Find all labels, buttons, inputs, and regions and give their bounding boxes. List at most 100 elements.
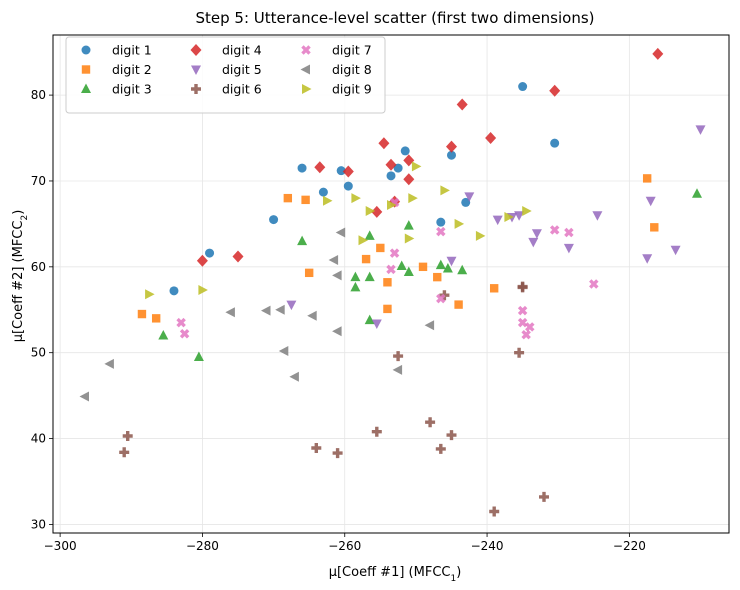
data-point xyxy=(261,305,271,316)
data-point xyxy=(361,254,371,264)
legend-item: digit 8 xyxy=(300,62,372,77)
data-point xyxy=(386,264,396,275)
data-point xyxy=(343,181,353,191)
x-tick-label: −240 xyxy=(471,539,504,553)
series-digit-5 xyxy=(286,125,706,329)
data-point xyxy=(403,266,414,276)
data-point xyxy=(642,254,653,264)
data-point xyxy=(485,132,497,144)
x-tick-label: −300 xyxy=(44,539,77,553)
data-point xyxy=(179,329,190,339)
data-point xyxy=(531,229,542,239)
series-digit-6 xyxy=(119,281,549,517)
data-point xyxy=(389,248,400,258)
data-point xyxy=(645,196,656,207)
data-point xyxy=(504,212,514,222)
series-digit-4 xyxy=(196,47,664,267)
series-digit-3 xyxy=(158,188,702,361)
data-point xyxy=(517,317,528,328)
data-point xyxy=(364,314,375,325)
legend-item: digit 2 xyxy=(81,62,152,77)
series-digit-8 xyxy=(79,227,435,402)
legend-marker xyxy=(302,84,312,94)
legend-marker xyxy=(81,65,91,74)
data-point xyxy=(528,237,539,248)
y-tick-label: 40 xyxy=(31,432,46,446)
y-axis-label: μ[Coeff #2] (MFCC2) xyxy=(11,210,30,343)
data-point xyxy=(521,329,531,340)
y-tick-label: 70 xyxy=(31,174,46,188)
data-point xyxy=(307,310,317,321)
data-point xyxy=(514,211,525,221)
data-point xyxy=(297,163,307,173)
chart-title: Step 5: Utterance-level scatter (first t… xyxy=(195,9,594,27)
data-point xyxy=(514,347,525,358)
data-point xyxy=(549,84,561,97)
data-point xyxy=(403,220,414,230)
data-point xyxy=(351,193,361,204)
data-point xyxy=(400,146,410,156)
y-tick-label: 30 xyxy=(31,517,46,531)
data-point xyxy=(454,300,463,309)
legend-label: digit 2 xyxy=(112,62,152,77)
data-point xyxy=(550,138,560,148)
data-point xyxy=(376,243,385,253)
legend-item: digit 4 xyxy=(190,43,262,58)
data-point xyxy=(342,165,354,178)
data-point xyxy=(518,82,528,92)
data-point xyxy=(403,154,415,167)
data-point xyxy=(196,254,208,267)
data-point xyxy=(311,443,322,453)
data-point xyxy=(433,272,442,282)
legend-item: digit 9 xyxy=(302,82,372,97)
data-point xyxy=(456,98,468,111)
data-point xyxy=(592,211,603,221)
data-point xyxy=(383,304,392,314)
legend-label: digit 3 xyxy=(112,82,152,97)
data-point xyxy=(589,279,599,289)
y-axis-label-prefix: μ[Coeff #2] (MFCC xyxy=(11,221,26,343)
y-tick-label: 60 xyxy=(31,260,46,274)
plot-frame xyxy=(52,34,730,534)
data-point xyxy=(386,171,396,181)
x-axis-label-prefix: μ[Coeff #1] (MFCC xyxy=(329,565,451,580)
y-axis-label-suffix: ) xyxy=(11,210,26,215)
axis-ticks: −300 −280 −260 −240 −220 30 40 50 60 70 80 xyxy=(31,88,646,553)
data-point xyxy=(385,158,397,171)
legend-item: digit 3 xyxy=(81,82,152,97)
legend-item: digit 5 xyxy=(191,62,262,77)
data-point xyxy=(492,215,503,226)
data-point xyxy=(436,217,446,227)
data-point xyxy=(332,448,343,459)
data-point xyxy=(446,150,456,160)
data-point xyxy=(464,192,475,202)
data-point xyxy=(454,218,465,229)
legend-label: digit 9 xyxy=(332,82,372,97)
data-point xyxy=(475,230,486,241)
data-point xyxy=(525,322,535,332)
data-point xyxy=(563,243,574,254)
data-point xyxy=(332,270,342,281)
x-tick-label: −260 xyxy=(328,539,361,553)
data-point xyxy=(145,289,155,300)
data-point xyxy=(278,346,289,356)
data-point xyxy=(393,351,404,362)
data-point xyxy=(371,319,382,329)
data-point xyxy=(364,230,375,240)
series-digit-7 xyxy=(176,197,599,340)
legend-label: digit 8 xyxy=(332,62,372,77)
legend-box xyxy=(65,36,386,114)
data-point xyxy=(193,351,204,361)
data-point xyxy=(332,326,342,337)
data-point xyxy=(350,271,361,282)
series-digit-9 xyxy=(145,161,532,300)
data-point xyxy=(403,173,415,186)
data-point xyxy=(489,284,499,293)
legend-item: digit 6 xyxy=(191,82,262,97)
data-point xyxy=(119,447,130,458)
data-point xyxy=(442,263,453,273)
x-axis-label: μ[Coeff #1] (MFCC1) xyxy=(329,565,462,584)
data-point xyxy=(650,223,659,232)
data-point xyxy=(365,206,376,216)
